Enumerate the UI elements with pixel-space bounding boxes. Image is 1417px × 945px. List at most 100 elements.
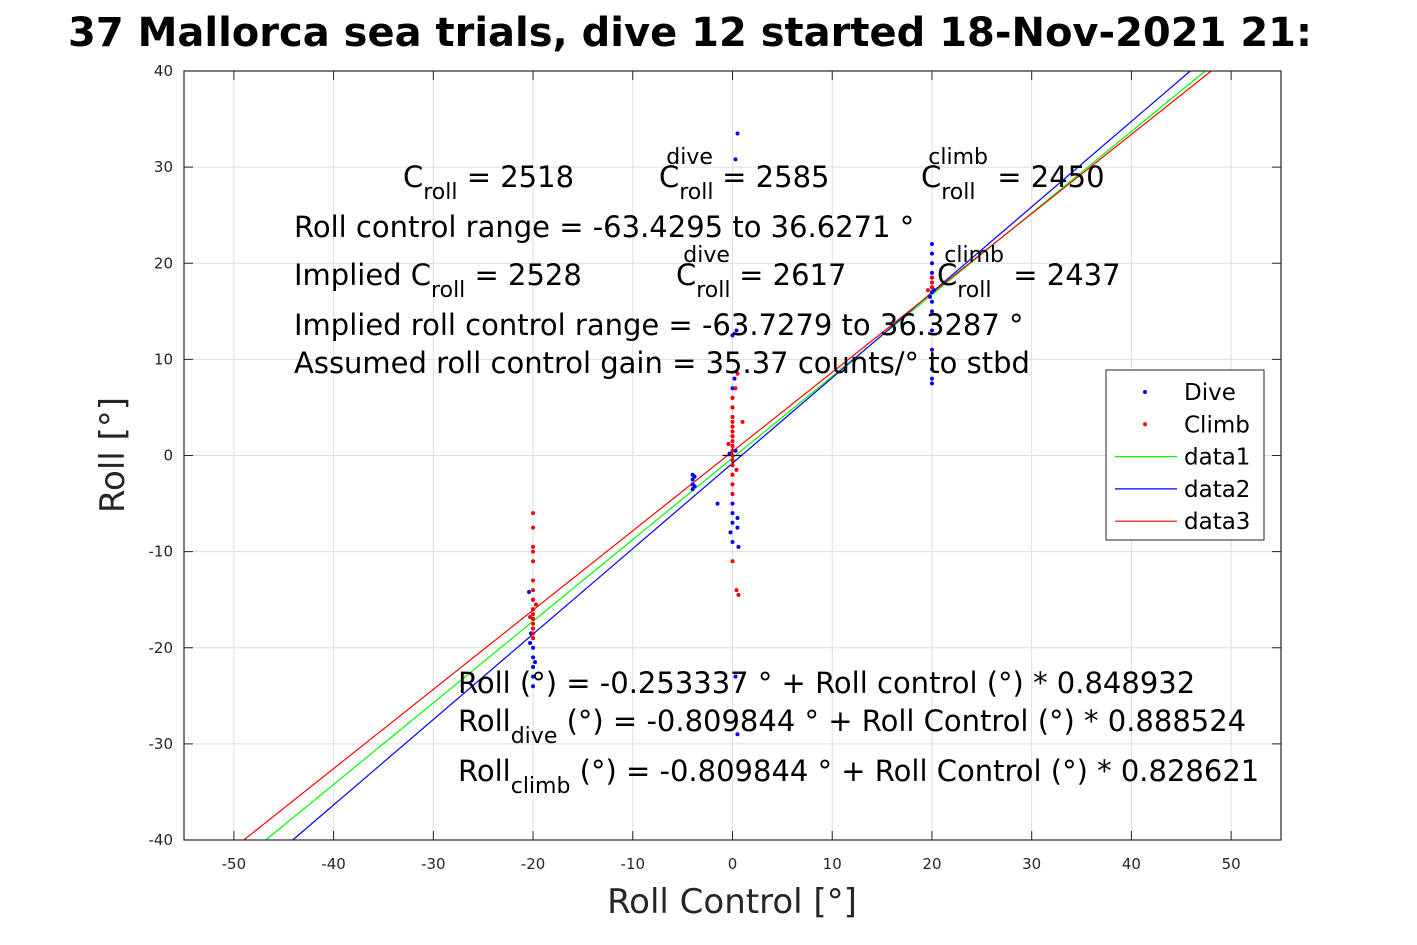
annotation-impl-range: Implied roll control range = -63.7279 to… — [294, 308, 1024, 342]
data-point — [735, 515, 740, 520]
data-point — [734, 588, 739, 593]
annotation-c-roll: Croll = 2518 — [403, 160, 574, 205]
data-point — [929, 376, 934, 381]
data-point — [531, 549, 536, 554]
legend-label: Climb — [1184, 412, 1250, 438]
y-tick-label: -20 — [149, 639, 174, 657]
data-point — [531, 664, 536, 669]
data-point — [929, 309, 934, 314]
data-point — [929, 285, 934, 290]
data-point — [929, 328, 934, 333]
scatter-points — [527, 131, 936, 737]
data-point — [531, 631, 536, 636]
annotation-c-roll-climb: Crollclimb = 2450 — [921, 145, 1105, 205]
data-point — [734, 328, 739, 333]
y-tick-label: 30 — [154, 158, 173, 176]
series-climb — [528, 275, 934, 641]
annotation-fit-all: Roll (°) = -0.253337 ° + Roll control (°… — [458, 666, 1195, 700]
y-tick-label: 10 — [154, 350, 173, 368]
data-point — [931, 288, 936, 293]
data-point — [533, 660, 538, 665]
data-point — [735, 525, 740, 530]
legend-item-data2: data2 — [1115, 477, 1250, 503]
data-point — [736, 544, 741, 549]
data-point — [728, 530, 733, 535]
data-point — [733, 448, 738, 453]
data-point — [734, 467, 739, 472]
y-tick-labels: -40 -30 -20 -10 0 10 20 30 40 — [149, 62, 174, 849]
data-point — [929, 347, 934, 352]
data-point — [730, 439, 735, 444]
annotation-impl-c-dive: Crolldive = 2617 — [676, 243, 846, 303]
x-tick-label: 40 — [1122, 855, 1141, 873]
data-point — [929, 242, 934, 247]
x-tick-label: 50 — [1222, 855, 1241, 873]
data-point — [740, 419, 745, 424]
data-point — [730, 429, 735, 434]
data-point — [730, 511, 735, 516]
data-point — [925, 288, 930, 293]
data-point — [730, 491, 735, 496]
data-point — [715, 501, 720, 506]
x-tick-label: 10 — [823, 855, 842, 873]
data-point — [735, 131, 740, 136]
legend-item-data3: data3 — [1115, 509, 1250, 535]
data-point — [531, 544, 536, 549]
data-point — [929, 251, 934, 256]
axes-border — [183, 70, 1282, 841]
data-point — [733, 386, 738, 391]
annotation-impl-c-roll: Implied Croll = 2528 — [294, 258, 582, 303]
data-point — [735, 732, 740, 737]
data-point — [730, 559, 735, 564]
data-point — [726, 441, 731, 446]
legend-item-climb: Climb — [1143, 412, 1250, 438]
y-tick-label: -30 — [149, 735, 174, 753]
data-point — [690, 477, 695, 482]
data-point — [531, 607, 536, 612]
data-point — [929, 366, 934, 371]
data-point — [736, 592, 741, 597]
data-point — [730, 415, 735, 420]
data-point — [730, 482, 735, 487]
x-tick-label: 0 — [728, 855, 738, 873]
data-point — [727, 451, 732, 456]
x-tick-label: -40 — [321, 855, 346, 873]
x-tick-label: 20 — [922, 855, 941, 873]
data-point — [531, 525, 536, 530]
data-point — [730, 472, 735, 477]
data-point — [531, 636, 536, 641]
data-point — [730, 448, 735, 453]
data-point — [534, 602, 539, 607]
data-point — [531, 511, 536, 516]
data-point — [735, 371, 740, 376]
x-tick-label: 30 — [1022, 855, 1041, 873]
y-axis-label: Roll [°] — [93, 397, 133, 513]
legend-box — [1105, 369, 1265, 541]
y-tick-label: -10 — [149, 543, 174, 561]
legend-label: data1 — [1184, 445, 1250, 471]
data-point — [730, 540, 735, 545]
x-tick-label: -10 — [621, 855, 646, 873]
annotation-impl-c-climb: Crollclimb = 2437 — [937, 243, 1121, 303]
data-point — [692, 474, 697, 479]
data-point — [730, 520, 735, 525]
data-point — [730, 424, 735, 429]
data-point — [531, 655, 536, 660]
data-point — [730, 333, 735, 338]
data-point — [929, 261, 934, 266]
data-point — [531, 578, 536, 583]
y-tick-label: -40 — [149, 831, 174, 849]
data-point — [528, 640, 533, 645]
data-point — [730, 395, 735, 400]
data-point — [732, 376, 737, 381]
annotations: Croll = 2518 Crolldive = 2585 Crollclimb =… — [294, 145, 1259, 799]
data-point — [531, 674, 536, 679]
data-point — [929, 381, 934, 386]
data-point — [531, 626, 536, 631]
data-point — [730, 453, 735, 458]
data-point — [929, 299, 934, 304]
data-point — [531, 612, 536, 617]
x-tick-label: -20 — [521, 855, 546, 873]
legend-item-dive: Dive — [1143, 380, 1236, 406]
data-point — [733, 157, 738, 162]
